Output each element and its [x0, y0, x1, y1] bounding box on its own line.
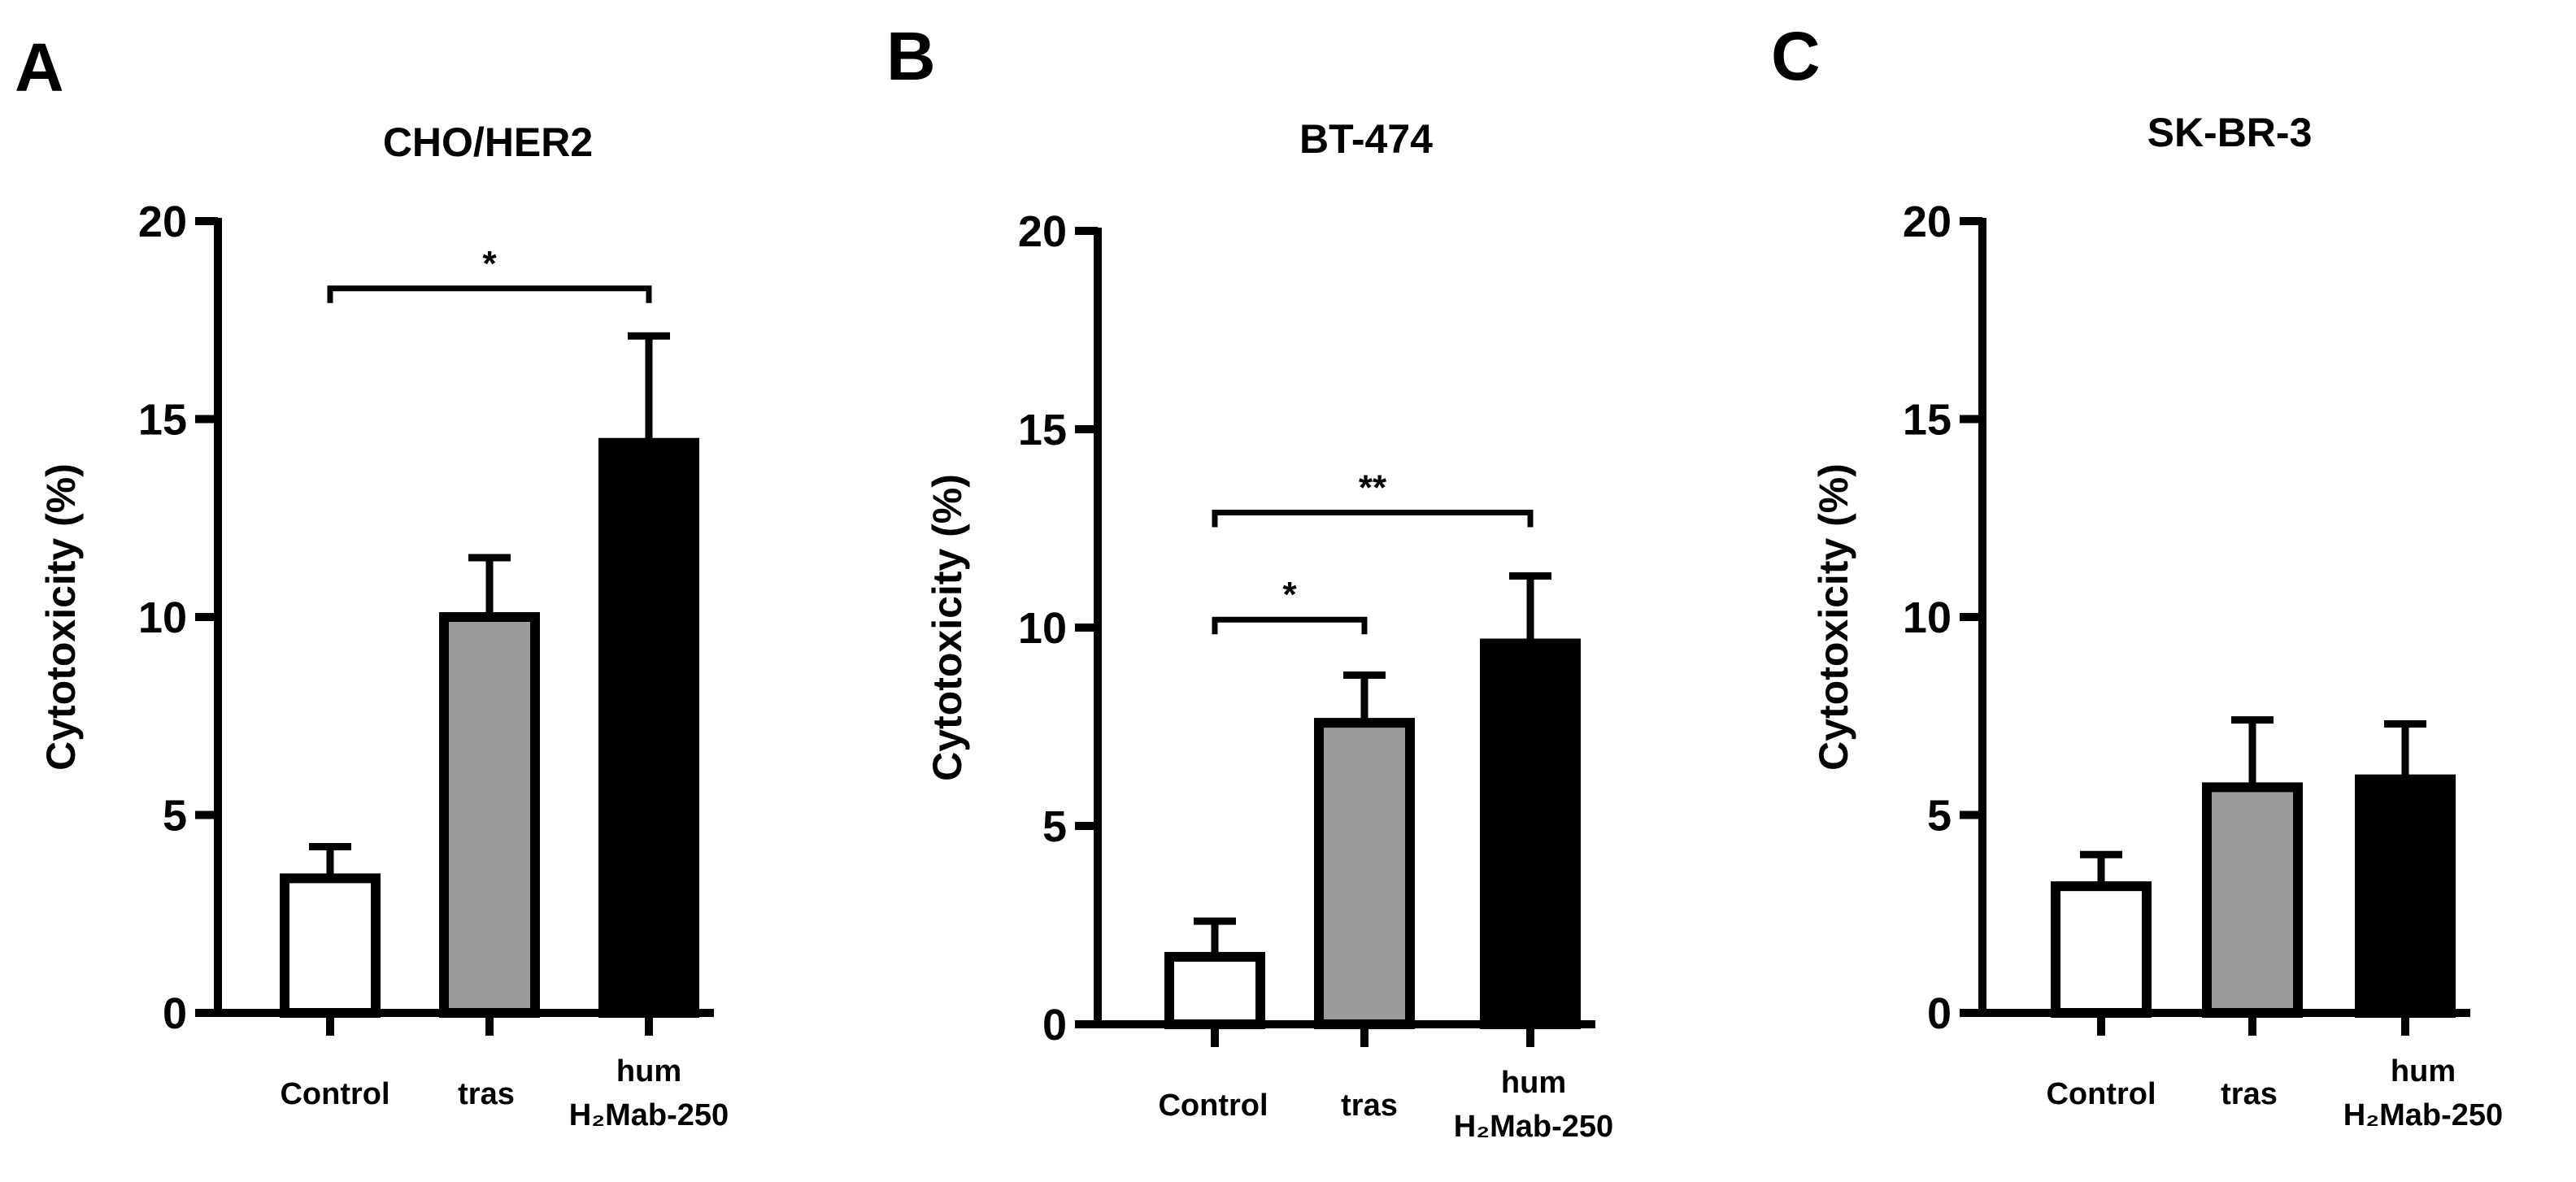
- y-tick-label: 10: [1018, 604, 1067, 653]
- y-tick-label: 15: [138, 396, 187, 445]
- chart-title: SK-BR-3: [2147, 110, 2313, 155]
- significance-bracket: [327, 285, 652, 303]
- x-tick-label: Control: [1158, 1089, 1268, 1123]
- y-tick-label: 0: [163, 989, 187, 1038]
- bar: [2355, 774, 2456, 1018]
- y-tick-label: 5: [1042, 802, 1067, 851]
- x-tick-label: H₂Mab-250: [569, 1098, 729, 1132]
- chart-panel-c: C SK-BR-3 Cytotoxicity (%) 0 5 10 15 20 Control t…: [1771, 18, 2503, 1132]
- x-tick-label: tras: [2221, 1077, 2278, 1111]
- chart-panel-a: A CHO/HER2 Cytotoxicity (%) 0 5 10 15 20 Control…: [15, 29, 729, 1132]
- bar: [2051, 881, 2152, 1019]
- x-tick-label: hum: [616, 1054, 681, 1089]
- significance-label: **: [1359, 467, 1387, 507]
- y-tick-label: 15: [1903, 396, 1952, 445]
- chart-title: BT-474: [1299, 116, 1433, 162]
- y-axis-label: Cytotoxicity (%): [925, 474, 970, 781]
- panel-letter: B: [886, 18, 936, 94]
- bar: [598, 437, 699, 1018]
- x-tick-label: H₂Mab-250: [1454, 1110, 1613, 1144]
- panel-letter: A: [15, 29, 64, 106]
- x-tick-label: Control: [2046, 1077, 2156, 1111]
- y-tick-label: 20: [1018, 207, 1067, 256]
- chart-panel-b: B BT-474 Cytotoxicity (%) 0 5 10 15 20 Control tr…: [886, 18, 1613, 1144]
- bar: [439, 612, 540, 1018]
- bar: [2202, 782, 2303, 1018]
- y-tick-label: 20: [1903, 198, 1952, 246]
- x-tick-label: tras: [458, 1077, 515, 1111]
- significance-label: *: [482, 244, 497, 284]
- y-tick-label: 5: [1927, 792, 1952, 841]
- x-tick-label: H₂Mab-250: [2343, 1098, 2503, 1132]
- x-tick-label: Control: [280, 1077, 389, 1111]
- significance-bracket: [1212, 509, 1534, 528]
- x-tick-label: hum: [1501, 1066, 1566, 1100]
- y-tick-label: 0: [1927, 989, 1952, 1038]
- significance-bracket: [1212, 616, 1368, 635]
- y-tick-label: 10: [1903, 593, 1952, 642]
- y-axis-label: Cytotoxicity (%): [1811, 463, 1856, 771]
- bar: [1480, 638, 1581, 1030]
- y-tick-label: 0: [1042, 1001, 1067, 1049]
- y-axis-label: Cytotoxicity (%): [38, 463, 84, 771]
- bar: [280, 873, 381, 1019]
- x-tick-label: tras: [1341, 1089, 1398, 1123]
- y-tick-label: 5: [163, 792, 187, 841]
- panel-letter: C: [1771, 18, 1821, 94]
- bar: [1314, 718, 1415, 1029]
- x-tick-label: hum: [2391, 1054, 2456, 1089]
- y-tick-label: 15: [1018, 406, 1067, 454]
- chart-title: CHO/HER2: [383, 120, 593, 165]
- y-tick-label: 20: [138, 198, 187, 246]
- significance-label: *: [1282, 575, 1297, 615]
- y-tick-label: 10: [138, 593, 187, 642]
- bar: [1164, 952, 1265, 1030]
